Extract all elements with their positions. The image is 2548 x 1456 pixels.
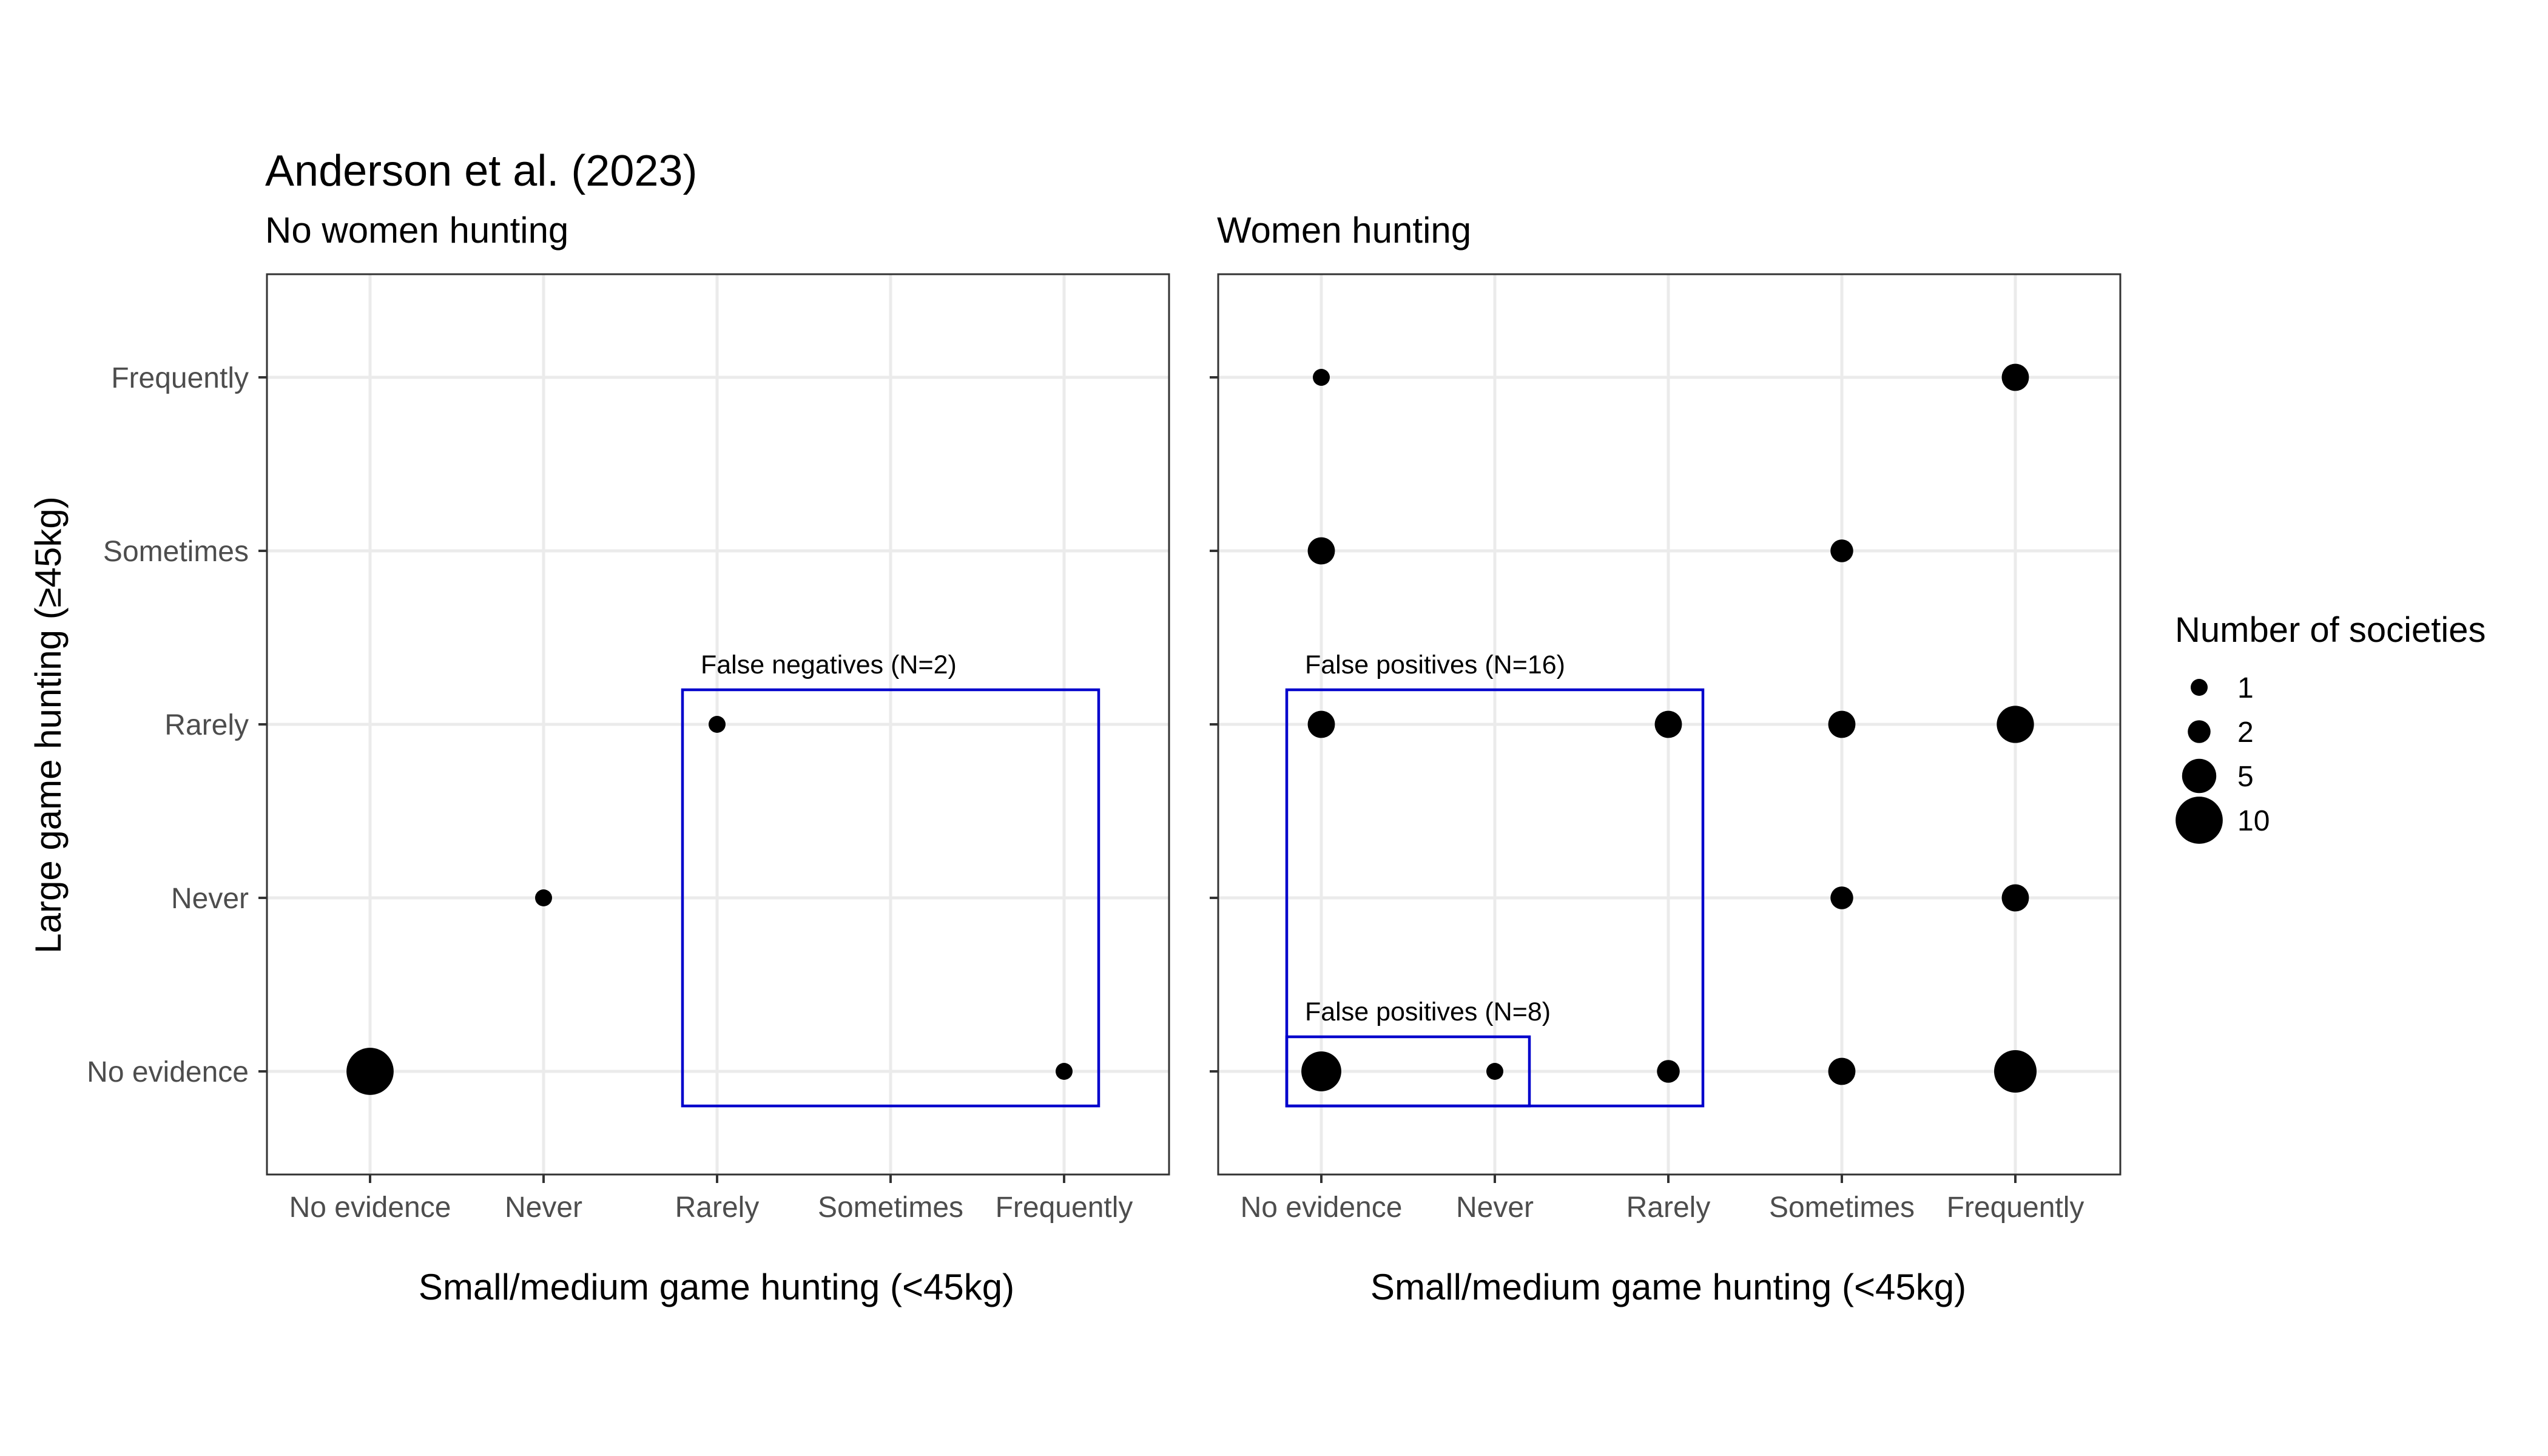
annotation-label-1: False negatives (N=2) <box>701 650 957 679</box>
point-rarely-rarely <box>1654 710 1682 738</box>
annotation-box-2 <box>1285 1035 1531 1108</box>
y-tick-label-never: Never <box>171 883 249 915</box>
legend-label-10: 10 <box>2237 805 2270 837</box>
chart-title: Anderson et al. (2023) <box>265 147 697 195</box>
y-tick-label-sometimes: Sometimes <box>103 536 249 568</box>
point-frequently-rarely <box>1997 706 2034 743</box>
point-frequently-no-evidence <box>1056 1063 1073 1080</box>
point-frequently-no-evidence <box>1994 1050 2037 1093</box>
y-tick-label-frequently: Frequently <box>111 362 249 394</box>
y-tick-label-no-evidence: No evidence <box>87 1056 249 1088</box>
x-tick-label-frequently: Frequently <box>996 1191 1133 1224</box>
legend-key-10 <box>2176 797 2223 844</box>
x-axis-title-right: Small/medium game hunting (<45kg) <box>1370 1267 1966 1307</box>
legend-key-5 <box>2182 758 2217 794</box>
legend-title: Number of societies <box>2175 610 2486 650</box>
point-no-evidence-rarely <box>1307 710 1335 738</box>
legend-key-1 <box>2191 679 2208 696</box>
point-frequently-frequently <box>2001 363 2029 391</box>
point-no-evidence-sometimes <box>1307 537 1335 565</box>
point-sometimes-rarely <box>1828 710 1856 738</box>
x-tick-label-frequently: Frequently <box>1947 1191 2085 1224</box>
panel-title-no-women-hunting: No women hunting <box>265 210 568 251</box>
point-sometimes-sometimes <box>1830 539 1853 562</box>
annotation-label-2: False positives (N=8) <box>1305 997 1551 1026</box>
point-no-evidence-no-evidence <box>346 1048 394 1095</box>
annotation-label-1: False positives (N=16) <box>1305 650 1565 679</box>
point-sometimes-never <box>1830 886 1853 909</box>
point-rarely-no-evidence <box>1657 1060 1680 1083</box>
x-tick-label-never: Never <box>505 1191 582 1224</box>
point-no-evidence-no-evidence <box>1301 1051 1341 1091</box>
legend-key-2 <box>2188 720 2211 743</box>
size-legend: Number of societies 1 2 5 10 <box>2175 610 2486 844</box>
x-tick-label-rarely: Rarely <box>1626 1191 1711 1224</box>
x-tick-label-sometimes: Sometimes <box>1769 1191 1915 1224</box>
x-tick-label-sometimes: Sometimes <box>818 1191 963 1224</box>
point-never-no-evidence <box>1486 1063 1503 1080</box>
x-tick-label-rarely: Rarely <box>675 1191 760 1224</box>
point-frequently-never <box>2001 884 2029 912</box>
legend-label-5: 5 <box>2237 761 2254 793</box>
panel-title-women-hunting: Women hunting <box>1217 210 1471 251</box>
panel-women-hunting: Women hunting Small/medium game hunting … <box>1210 210 2122 1307</box>
point-sometimes-no-evidence <box>1828 1057 1856 1085</box>
point-rarely-rarely <box>709 716 726 733</box>
x-tick-label-no-evidence: No evidence <box>1241 1191 1403 1224</box>
y-axis-title: Large game hunting (≥45kg) <box>28 496 69 953</box>
legend-label-2: 2 <box>2237 716 2254 749</box>
point-no-evidence-frequently <box>1313 369 1330 386</box>
y-tick-label-rarely: Rarely <box>164 709 249 741</box>
x-tick-label-no-evidence: No evidence <box>289 1191 451 1224</box>
annotation-box-1 <box>681 688 1100 1108</box>
x-axis-title-left: Small/medium game hunting (<45kg) <box>419 1267 1014 1307</box>
point-never-never <box>535 889 552 906</box>
legend-label-1: 1 <box>2237 672 2254 704</box>
x-tick-label-never: Never <box>1456 1191 1534 1224</box>
panel-no-women-hunting: No women hunting Small/medium game hunti… <box>87 210 1170 1307</box>
